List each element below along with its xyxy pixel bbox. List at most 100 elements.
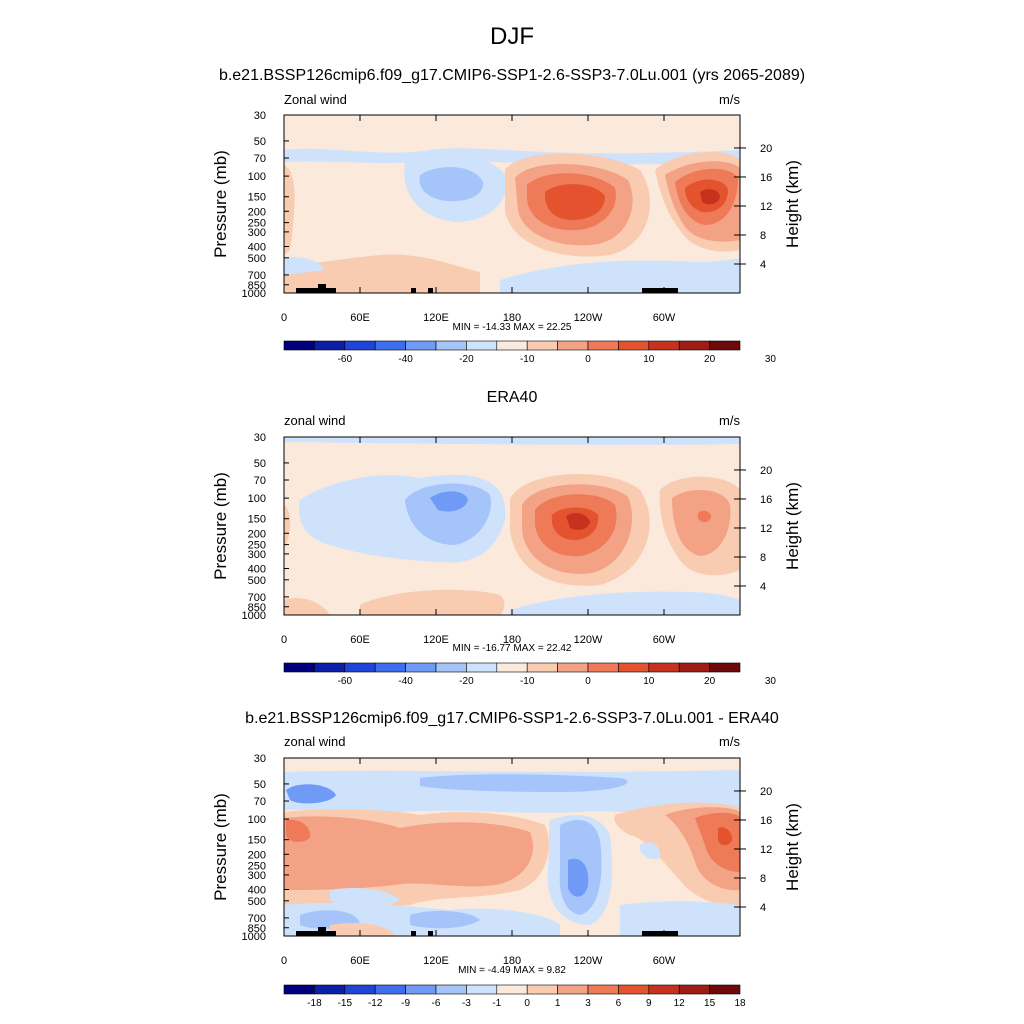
colorbar-label: 20 (704, 676, 716, 687)
colorbar-label: -60 (338, 676, 353, 687)
panel-1: b.e21.BSSP126cmip6.f09_g17.CMIP6-SSP1-2.… (211, 67, 805, 365)
colorbar-label: -40 (398, 354, 413, 365)
colorbar-label: -18 (307, 998, 322, 1009)
colorbar-label: -40 (398, 676, 413, 687)
panel-3-title: b.e21.BSSP126cmip6.f09_g17.CMIP6-SSP1-2.… (245, 710, 779, 727)
x-tick-label: 60W (653, 955, 676, 967)
panel-1-stats: MIN = -14.33 MAX = 22.25 (453, 322, 572, 333)
colorbar-swatch (557, 984, 589, 995)
colorbar-swatch (435, 984, 467, 995)
panel-3: b.e21.BSSP126cmip6.f09_g17.CMIP6-SSP1-2.… (211, 710, 802, 1009)
height-tick-label: 8 (760, 230, 766, 242)
y-tick-label: 70 (254, 475, 266, 487)
colorbar-label: -60 (338, 354, 353, 365)
colorbar-swatch (587, 340, 619, 351)
y-tick-label: 1000 (242, 288, 266, 300)
y-tick-label: 400 (248, 563, 266, 575)
x-tick-label: 120E (423, 312, 449, 324)
colorbar-swatch (709, 662, 741, 673)
y-tick-label: 200 (248, 849, 266, 861)
panel-3-plot-area (284, 758, 740, 936)
y-tick-label: 70 (254, 796, 266, 808)
panel-3-y-axis-label-right: Height (km) (783, 803, 802, 891)
x-tick-label: 120W (574, 634, 603, 646)
colorbar-swatch (709, 340, 741, 351)
colorbar-swatch (709, 984, 741, 995)
x-tick-label: 60E (350, 634, 370, 646)
colorbar-label: 3 (585, 998, 591, 1009)
x-tick-label: 180 (503, 312, 521, 324)
y-tick-label: 300 (248, 549, 266, 561)
y-tick-label: 850 (248, 923, 266, 935)
y-tick-label: 250 (248, 540, 266, 552)
colorbar-swatch (344, 984, 376, 995)
y-tick-label: 50 (254, 458, 266, 470)
colorbar-label: 18 (734, 998, 746, 1009)
colorbar-swatch (405, 340, 437, 351)
y-tick-label: 150 (248, 514, 266, 526)
y-tick-label: 700 (248, 270, 266, 282)
height-tick-label: 16 (760, 172, 772, 184)
panel-3-colorbar: -18 -15 -12 -9 -6 -3 -1 0 1 3 6 9 12 15 18 (283, 984, 746, 1009)
y-tick-label: 400 (248, 884, 266, 896)
colorbar-swatch (526, 984, 558, 995)
colorbar-swatch (466, 662, 498, 673)
y-tick-label: 400 (248, 241, 266, 253)
x-tick-label: 0 (281, 955, 287, 967)
y-tick-label: 1000 (242, 610, 266, 622)
y-tick-label: 1000 (242, 931, 266, 943)
x-tick-label: 120E (423, 634, 449, 646)
colorbar-label: -20 (459, 676, 474, 687)
colorbar-swatch (314, 662, 346, 673)
colorbar-swatch (314, 984, 346, 995)
panel-3-units-label: m/s (719, 734, 740, 749)
x-tick-label: 120W (574, 955, 603, 967)
x-tick-label: 180 (503, 634, 521, 646)
y-tick-label: 30 (254, 432, 266, 444)
colorbar-label: -9 (401, 998, 410, 1009)
colorbar-label: 1 (555, 998, 561, 1009)
height-tick-label: 4 (760, 902, 766, 914)
height-tick-label: 4 (760, 259, 766, 271)
height-tick-label: 16 (760, 494, 772, 506)
y-tick-label: 850 (248, 280, 266, 292)
panel-2-stats: MIN = -16.77 MAX = 22.42 (453, 643, 572, 654)
figure-title: DJF (490, 23, 534, 50)
height-tick-label: 12 (760, 844, 772, 856)
y-tick-label: 200 (248, 206, 266, 218)
colorbar-label: -10 (520, 676, 535, 687)
x-tick-label: 120E (423, 955, 449, 967)
y-tick-label: 100 (248, 171, 266, 183)
colorbar-swatch (466, 984, 498, 995)
height-tick-label: 12 (760, 523, 772, 535)
colorbar-swatch (557, 662, 589, 673)
y-tick-label: 700 (248, 592, 266, 604)
height-tick-label: 12 (760, 201, 772, 213)
height-tick-label: 20 (760, 143, 772, 155)
height-tick-label: 20 (760, 786, 772, 798)
colorbar-label: 0 (524, 998, 530, 1009)
panel-3-y-axis-label-left: Pressure (mb) (211, 793, 230, 901)
colorbar-label: 9 (646, 998, 652, 1009)
colorbar-label: 30 (765, 676, 777, 687)
colorbar-label: 10 (643, 354, 655, 365)
colorbar-swatch (283, 340, 315, 351)
x-tick-label: 60E (350, 312, 370, 324)
colorbar-swatch (435, 662, 467, 673)
y-tick-label: 700 (248, 913, 266, 925)
colorbar-swatch (314, 340, 346, 351)
colorbar-swatch (618, 340, 650, 351)
panel-1-plot-area (284, 115, 740, 293)
panel-2: ERA40 zonal wind m/s (211, 389, 802, 687)
colorbar-swatch (496, 340, 528, 351)
panel-1-title: b.e21.BSSP126cmip6.f09_g17.CMIP6-SSP1-2.… (219, 67, 805, 84)
colorbar-swatch (648, 340, 680, 351)
panel-3-x-ticks: 0 60E 120E 180 120W 60W (281, 758, 676, 967)
colorbar-swatch (466, 340, 498, 351)
colorbar-label: 0 (585, 676, 591, 687)
y-tick-label: 250 (248, 218, 266, 230)
colorbar-swatch (283, 662, 315, 673)
x-tick-label: 60W (653, 312, 676, 324)
